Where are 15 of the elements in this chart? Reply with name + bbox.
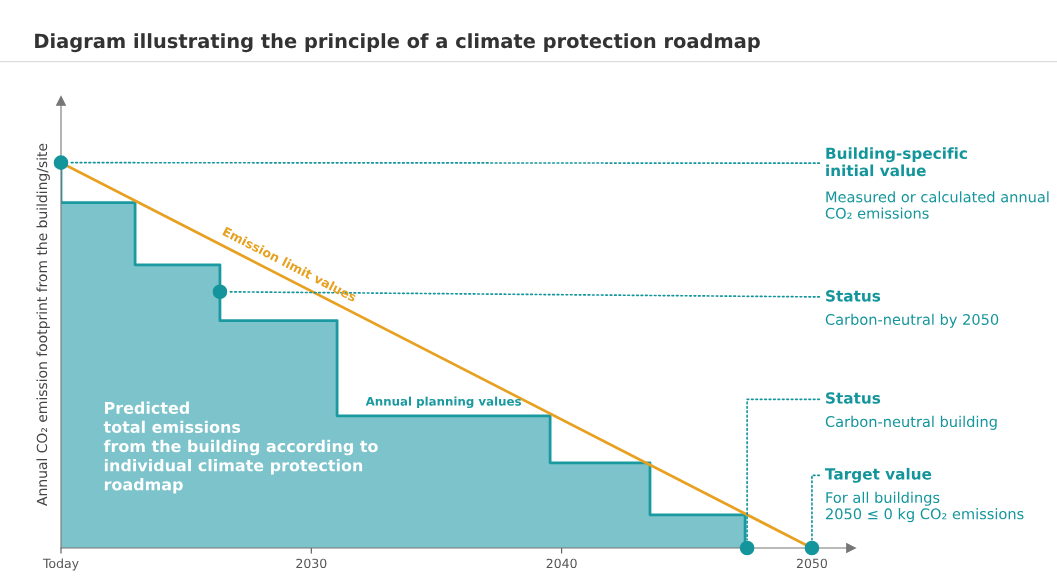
annotation: Building-specific initial value	[826, 147, 967, 177]
annotation: For all buildings 2050 ≤ 0 kg CO₂ emissions	[826, 491, 1024, 523]
x-tick-label: 2030	[296, 558, 327, 569]
annotation: Status	[826, 392, 881, 404]
x-tick-label: 2050	[796, 558, 828, 569]
y-axis-title: Annual CO₂ emission footprint from the building/site	[36, 143, 50, 506]
x-tick-label: Today	[42, 558, 79, 571]
annotation: Status	[826, 290, 881, 302]
annotation: Measured or calculated annual CO₂ emissions	[825, 191, 1049, 219]
chart-title: Diagram illustrating the principle of a climate protection roadmap	[35, 33, 760, 53]
x-tick-label: 2040	[546, 558, 577, 569]
annotation: Carbon-neutral building	[825, 415, 997, 430]
annotation: Carbon-neutral by 2050	[825, 313, 999, 328]
series-label: Annual planning values	[365, 396, 521, 409]
annotation: Target value	[825, 467, 932, 483]
